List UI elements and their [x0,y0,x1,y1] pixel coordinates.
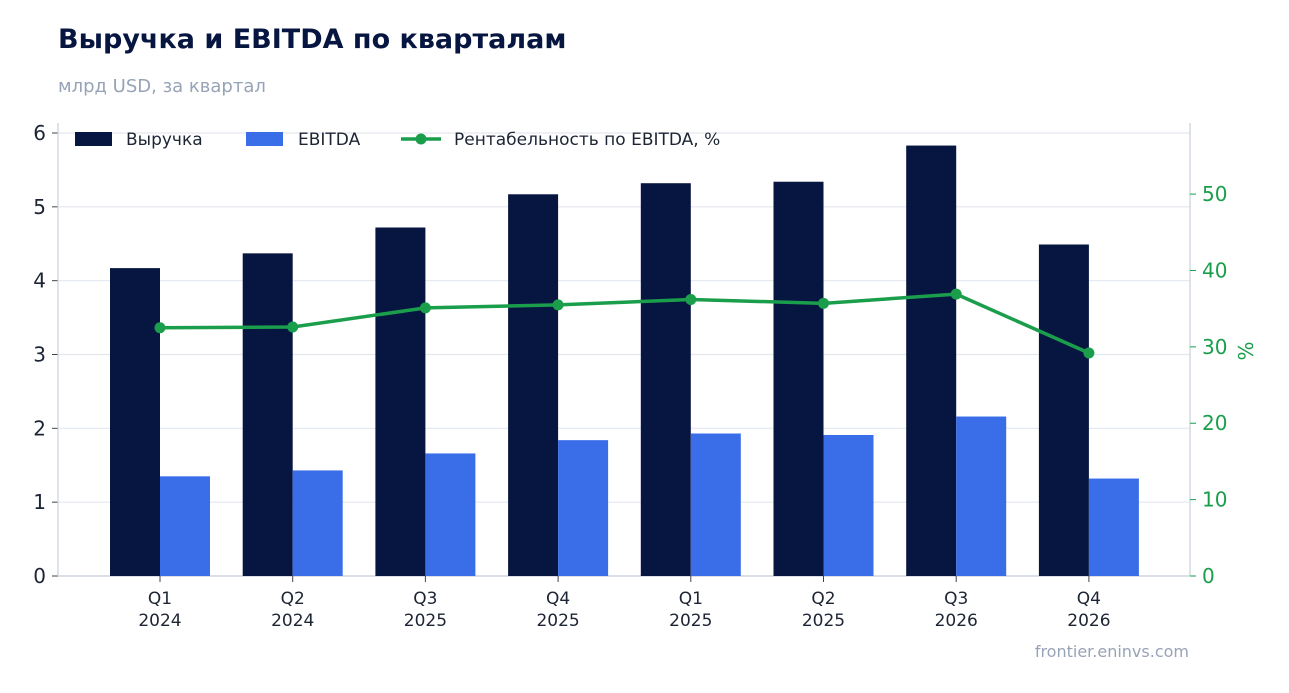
margin-point [419,302,431,314]
x-tick-label-year: 2024 [271,611,314,631]
y-tick-label: 5 [33,195,46,219]
legend-label-ebitda: EBITDA [298,130,361,150]
revenue-bar [640,183,691,576]
ebitda-bar [1088,478,1139,576]
x-tick-label-year: 2026 [1067,611,1110,631]
revenue-bar [773,181,824,577]
ebitda-bar [425,453,476,576]
x-tick-label-year: 2024 [138,611,181,631]
revenue-bar [110,268,160,576]
margin-point [1083,347,1095,359]
y2-tick-label: 40 [1202,258,1227,282]
x-tick-label-quarter: Q1 [679,589,703,609]
margin-point [552,299,564,311]
margin-point [818,297,829,309]
ebitda-bar [823,434,874,576]
y-tick-label: 6 [33,121,46,145]
source-label: frontier.eninvs.com [1034,642,1189,661]
legend-swatch-ebitda [246,132,283,146]
y2-axis-label: % [1234,341,1258,360]
ebitda-bar [558,440,609,576]
chart-title: Выручка и EBITDA по кварталам [58,24,567,55]
y-tick-label: 3 [33,343,46,367]
margin-point [685,294,697,306]
y-tick-label: 4 [33,269,46,293]
x-tick-label-quarter: Q4 [546,589,570,609]
y-tick-label: 2 [33,416,46,440]
revenue-bar [1038,244,1089,576]
margin-point [287,321,299,333]
y2-tick-label: 30 [1202,335,1227,359]
revenue-bar [906,145,957,576]
legend-swatch-margin-point [415,133,427,145]
ebitda-bar [292,470,343,576]
revenue-bar [242,253,293,576]
ebitda-bar [956,416,1007,576]
margin-point [950,288,962,300]
y-tick-label: 0 [33,564,46,588]
margin-line [159,292,1090,355]
x-tick-label-quarter: Q2 [281,589,305,609]
legend-label-revenue: Выручка [126,130,203,150]
x-tick-label-quarter: Q4 [1077,589,1101,609]
x-tick-label-quarter: Q3 [413,589,437,609]
x-tick-label-quarter: Q2 [811,589,835,609]
chart-subtitle: млрд USD, за квартал [58,76,266,97]
x-tick-label-quarter: Q3 [944,589,968,609]
revenue-bar [375,227,426,577]
revenue-bar [508,194,559,576]
ebitda-bar [160,476,210,576]
x-tick-label-year: 2025 [536,611,579,631]
legend-label-margin: Рентабельность по EBITDA, % [454,130,720,150]
margin-point [154,322,166,334]
y2-tick-label: 0 [1202,564,1215,588]
x-tick-label-year: 2025 [802,611,845,631]
y2-tick-label: 20 [1202,411,1227,435]
y2-tick-label: 10 [1202,488,1227,512]
x-tick-label-year: 2025 [404,611,447,631]
y-tick-label: 1 [33,490,46,514]
x-tick-label-year: 2025 [669,611,712,631]
ebitda-bar [690,433,741,576]
legend-swatch-revenue [75,132,112,146]
y2-tick-label: 50 [1202,182,1227,206]
x-tick-label-year: 2026 [935,611,978,631]
x-tick-label-quarter: Q1 [148,589,172,609]
